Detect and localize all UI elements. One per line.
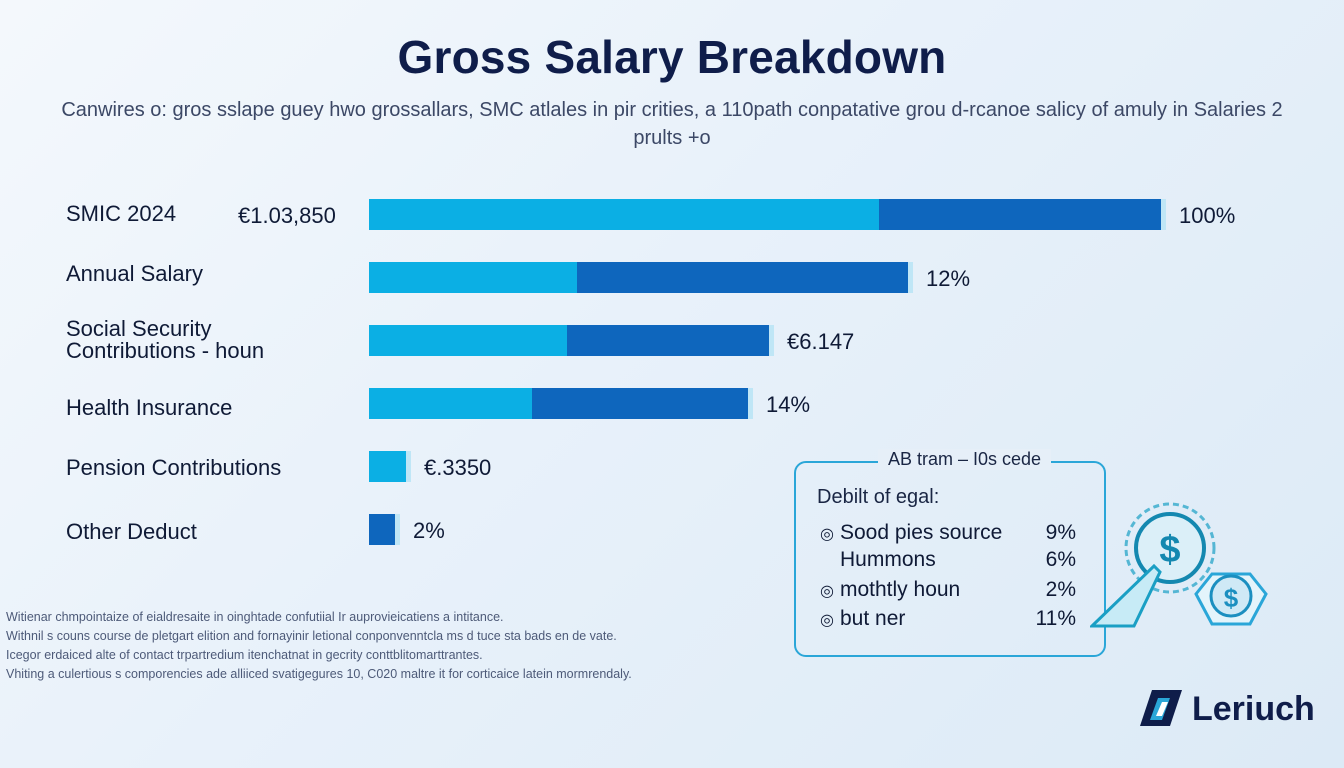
- footnote-line: Witienar chmpointaize of eialdresaite in…: [6, 610, 504, 624]
- bar-segment: [879, 199, 1161, 230]
- bar-segment: [369, 388, 532, 419]
- legend-item: ◎ mothtly houn 2%: [820, 578, 1076, 602]
- bar-segment: [369, 262, 577, 293]
- legend-item-value: 9%: [1045, 521, 1076, 544]
- legend-item-value: 11%: [1035, 607, 1076, 630]
- brand-logo-icon: [1140, 690, 1182, 726]
- bar-end-cap: [1161, 199, 1166, 230]
- legend-item-label: Sood pies source: [840, 521, 1003, 544]
- bar-end-label: 12%: [926, 266, 970, 291]
- bar-end-cap: [769, 325, 774, 356]
- footnote-line: Vhiting a culertious s comporencies ade …: [6, 667, 632, 681]
- row-label-annual-salary: Annual Salary: [66, 261, 203, 286]
- bar-end-label: 2%: [413, 518, 445, 543]
- bar-end-cap: [395, 514, 400, 545]
- bar-end-cap: [908, 262, 913, 293]
- footnote: Witienar chmpointaize of eialdresaite in…: [6, 608, 746, 684]
- bullet-icon: ◎: [820, 526, 834, 543]
- row-label-pension: Pension Contributions: [66, 455, 282, 480]
- legend-title: AB tram – I0s cede: [878, 449, 1052, 470]
- row-value-smic: €1.03,850: [238, 203, 336, 228]
- page-title: Gross Salary Breakdown: [397, 31, 947, 83]
- bullet-icon: ◎: [820, 583, 834, 600]
- row-label-other-deduct: Other Deduct: [66, 519, 197, 544]
- row-label-health-insurance: Health Insurance: [66, 395, 233, 420]
- legend-item-label: mothtly houn: [840, 578, 961, 601]
- bar-segment: [567, 325, 769, 356]
- bar-segment: [369, 325, 567, 356]
- bar-segment: [532, 388, 748, 419]
- dollar-coin-small-icon: $: [1194, 572, 1268, 626]
- bar-end-cap: [406, 451, 411, 482]
- legend-item-label: Hummons: [840, 548, 936, 571]
- legend-subtitle: Debilt of egal:: [817, 486, 940, 508]
- bar-segment: [577, 262, 908, 293]
- bar-end-label: €.3350: [424, 455, 491, 480]
- brand-name: Leriuch: [1192, 690, 1315, 728]
- dollar-coin-icon: $ $: [1090, 502, 1268, 628]
- bar-end-cap: [748, 388, 753, 419]
- bullet-icon: ◎: [820, 612, 834, 629]
- row-label-smic: SMIC 2024: [66, 201, 177, 226]
- bar-segment: [369, 451, 406, 482]
- legend-item: ◎ Sood pies source 9%: [820, 521, 1076, 545]
- svg-text:$: $: [1224, 583, 1239, 613]
- footnote-line: Withnil s couns course de pletgart eliti…: [6, 629, 617, 643]
- bar-segment: [369, 199, 879, 230]
- bar-end-label: 14%: [766, 392, 810, 417]
- svg-text:$: $: [1159, 529, 1180, 571]
- bar-end-label: €6.147: [787, 329, 854, 354]
- row-label-social-security: Social Security Contributions - houn: [66, 316, 265, 363]
- page-subtitle: Canwires o: gros sslape guey hwo grossal…: [61, 99, 1283, 149]
- bar-end-label: 100%: [1179, 203, 1235, 228]
- legend-item: Hummons 6%: [820, 548, 1076, 572]
- legend-item-value: 2%: [1045, 578, 1076, 601]
- legend-item: ◎ but ner 11%: [820, 607, 1076, 631]
- legend-item-value: 6%: [1045, 548, 1076, 571]
- bar-segment: [369, 514, 395, 545]
- footnote-line: Icegor erdaiced alte of contact trpartre…: [6, 648, 483, 662]
- legend-item-label: but ner: [840, 607, 906, 630]
